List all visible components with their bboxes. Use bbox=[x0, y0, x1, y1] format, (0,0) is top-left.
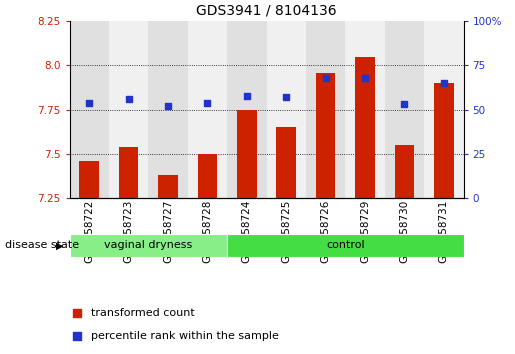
Bar bbox=[79, 161, 99, 198]
Text: ▶: ▶ bbox=[56, 240, 63, 250]
Text: transformed count: transformed count bbox=[91, 308, 195, 318]
Bar bbox=[227, 234, 464, 257]
Bar bbox=[70, 234, 227, 257]
Title: GDS3941 / 8104136: GDS3941 / 8104136 bbox=[196, 3, 337, 17]
Bar bbox=[158, 175, 178, 198]
Point bbox=[203, 100, 212, 105]
Bar bbox=[227, 21, 267, 198]
Bar bbox=[434, 83, 454, 198]
Bar bbox=[355, 57, 375, 198]
Point bbox=[321, 75, 330, 81]
Point bbox=[361, 75, 369, 81]
Point bbox=[400, 102, 408, 107]
Bar bbox=[346, 21, 385, 198]
Text: disease state: disease state bbox=[5, 240, 79, 250]
Bar bbox=[70, 21, 109, 198]
Bar bbox=[424, 21, 464, 198]
Bar bbox=[316, 73, 335, 198]
Bar bbox=[237, 110, 256, 198]
Bar bbox=[188, 21, 227, 198]
Text: control: control bbox=[326, 240, 365, 250]
Bar bbox=[277, 127, 296, 198]
Bar bbox=[198, 154, 217, 198]
Bar bbox=[119, 147, 139, 198]
Bar bbox=[148, 21, 188, 198]
Point bbox=[440, 80, 448, 86]
Text: vaginal dryness: vaginal dryness bbox=[104, 240, 193, 250]
Bar bbox=[306, 21, 345, 198]
Bar bbox=[267, 21, 306, 198]
Bar bbox=[394, 145, 414, 198]
Point bbox=[282, 95, 290, 100]
Bar bbox=[385, 21, 424, 198]
Point bbox=[334, 250, 342, 256]
Point bbox=[164, 103, 172, 109]
Text: percentile rank within the sample: percentile rank within the sample bbox=[91, 331, 279, 341]
Bar bbox=[109, 21, 148, 198]
Point bbox=[243, 93, 251, 98]
Point bbox=[334, 41, 342, 47]
Point bbox=[125, 96, 133, 102]
Point bbox=[85, 100, 93, 105]
